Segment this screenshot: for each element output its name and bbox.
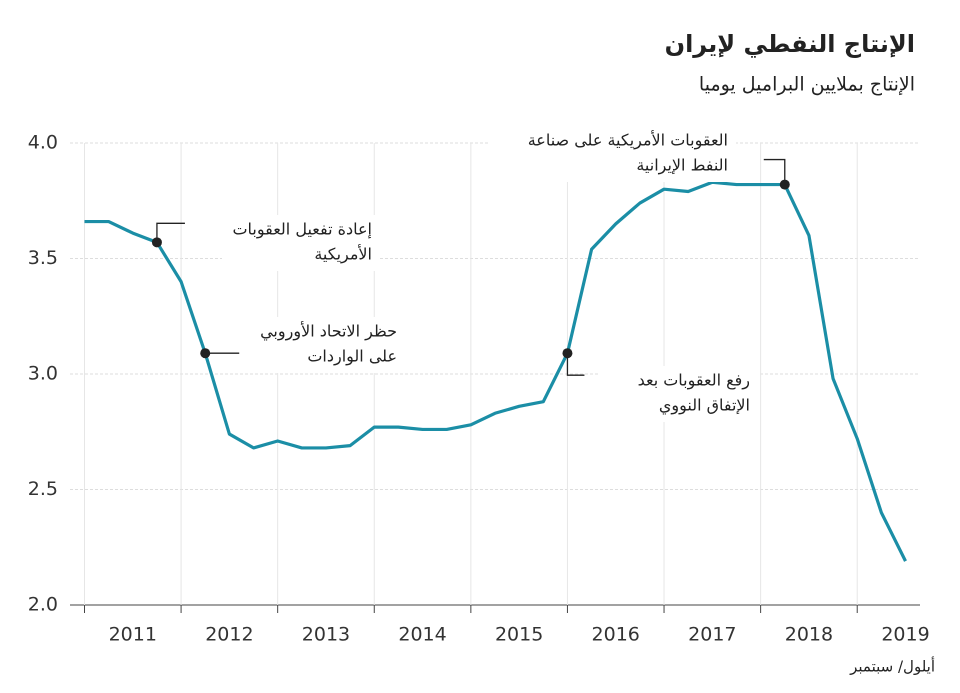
annotation-text: على الواردات <box>307 347 397 367</box>
y-tick-label: 2.0 <box>28 594 58 616</box>
leader-line <box>763 158 786 185</box>
annotation-bg <box>488 126 736 182</box>
annotation-bg <box>247 317 405 373</box>
annotation-bg <box>600 366 758 422</box>
annotation-point <box>562 348 573 359</box>
leader-line <box>566 353 585 376</box>
data-line <box>84 180 907 562</box>
chart-title: الإنتاج النفطي لإيران <box>665 30 915 58</box>
x-tick-label: 2017 <box>688 624 736 646</box>
y-tick-label: 4.0 <box>28 132 58 154</box>
chart-subtitle: الإنتاج بملايين البراميل يوميا <box>699 74 915 96</box>
annotation-text: إعادة تفعيل العقوبات <box>232 220 372 240</box>
annotation-bg <box>222 215 380 271</box>
annotation-text: الأمريكية <box>314 244 372 265</box>
x-tick-label: 2019 <box>881 624 929 646</box>
x-tick-label: 2018 <box>785 624 833 646</box>
annotation-point <box>200 348 211 359</box>
annotation-point <box>151 237 162 248</box>
x-tick-label: 2014 <box>398 624 446 646</box>
annotation-text: رفع العقوبات بعد <box>638 371 750 391</box>
leader-line <box>156 222 185 243</box>
annotation-point <box>779 179 790 190</box>
annotation-text: الإتفاق النووي <box>659 396 750 416</box>
x-tick-label: 2016 <box>592 624 640 646</box>
x-tick-label: 2011 <box>109 624 157 646</box>
x-tick-label: 2012 <box>205 624 253 646</box>
y-tick-label: 2.5 <box>28 478 58 500</box>
y-tick-label: 3.5 <box>28 247 58 269</box>
x-tick-label: 2013 <box>302 624 350 646</box>
footnote: أيلول/ سبتمبر <box>849 657 935 676</box>
annotation-text: العقوبات الأمريكية على صناعة <box>528 130 728 151</box>
y-tick-label: 3.0 <box>28 363 58 385</box>
x-tick-label: 2015 <box>495 624 543 646</box>
annotation-text: النفط الإيرانية <box>636 156 728 176</box>
annotation-text: حظر الاتحاد الأوروبي <box>260 321 397 342</box>
